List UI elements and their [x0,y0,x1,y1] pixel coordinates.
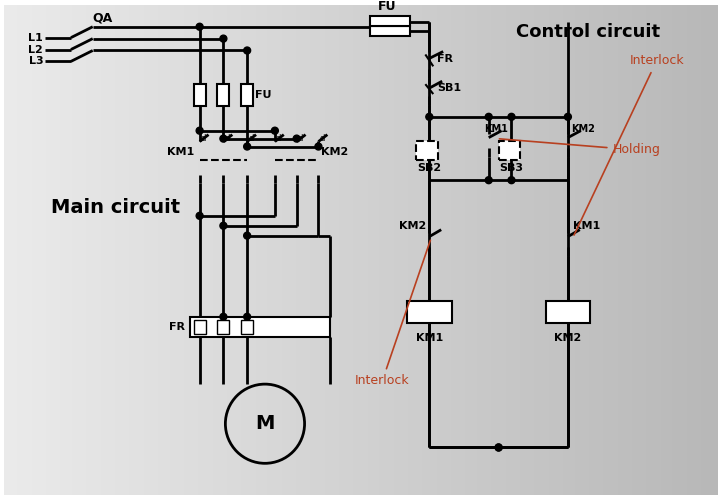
Circle shape [244,232,251,239]
Text: SB3: SB3 [500,163,523,173]
Text: L3: L3 [29,56,43,66]
Circle shape [315,143,322,150]
Text: d: d [276,134,282,143]
Text: d: d [297,134,303,143]
Text: SB2: SB2 [417,163,442,173]
Circle shape [244,313,251,320]
Circle shape [495,444,502,451]
Bar [499,141,521,160]
Text: d: d [201,134,206,143]
Text: Holding: Holding [500,139,661,156]
Circle shape [244,47,251,54]
Text: QA: QA [92,11,113,24]
Text: KM1: KM1 [573,221,600,231]
Text: Interlock: Interlock [355,240,430,387]
Text: FR: FR [169,322,185,332]
Bar [417,141,438,160]
Circle shape [508,113,515,120]
Circle shape [565,113,571,120]
Text: d: d [248,134,253,143]
Circle shape [196,127,203,134]
Bar [190,317,330,337]
Bar [370,16,409,26]
Circle shape [495,444,502,451]
Circle shape [220,222,227,229]
Text: M: M [256,414,274,433]
Text: L1: L1 [28,33,43,43]
Text: KM1: KM1 [416,333,443,343]
Circle shape [485,113,492,120]
Bar [370,26,409,36]
Circle shape [271,127,279,134]
Text: KM1: KM1 [484,124,508,134]
Text: L2: L2 [28,45,43,54]
Circle shape [220,35,227,42]
Bar [407,301,451,323]
Circle shape [293,135,300,142]
Bar [217,320,230,334]
Bar [193,84,206,106]
Bar [193,320,206,334]
Text: KM2: KM2 [321,148,349,157]
Circle shape [220,135,227,142]
Text: d: d [319,134,325,143]
Circle shape [485,177,492,184]
Text: FU: FU [378,0,396,13]
Circle shape [244,143,251,150]
Circle shape [196,212,203,219]
Text: KM2: KM2 [554,333,581,343]
Text: KM2: KM2 [399,221,426,231]
Text: FU: FU [255,90,271,100]
Bar [241,84,253,106]
Text: Control circuit: Control circuit [516,23,660,41]
Text: KM2: KM2 [571,124,595,134]
Text: Interlock: Interlock [574,54,684,235]
Bar [217,84,230,106]
Circle shape [508,177,515,184]
Text: Main circuit: Main circuit [51,198,180,217]
Text: d: d [225,134,230,143]
Text: KM1: KM1 [168,148,195,157]
Text: SB1: SB1 [438,83,461,93]
Bar [241,320,253,334]
Circle shape [220,313,227,320]
Circle shape [426,113,432,120]
Text: FR: FR [438,54,453,64]
Bar [546,301,590,323]
Circle shape [196,23,203,30]
